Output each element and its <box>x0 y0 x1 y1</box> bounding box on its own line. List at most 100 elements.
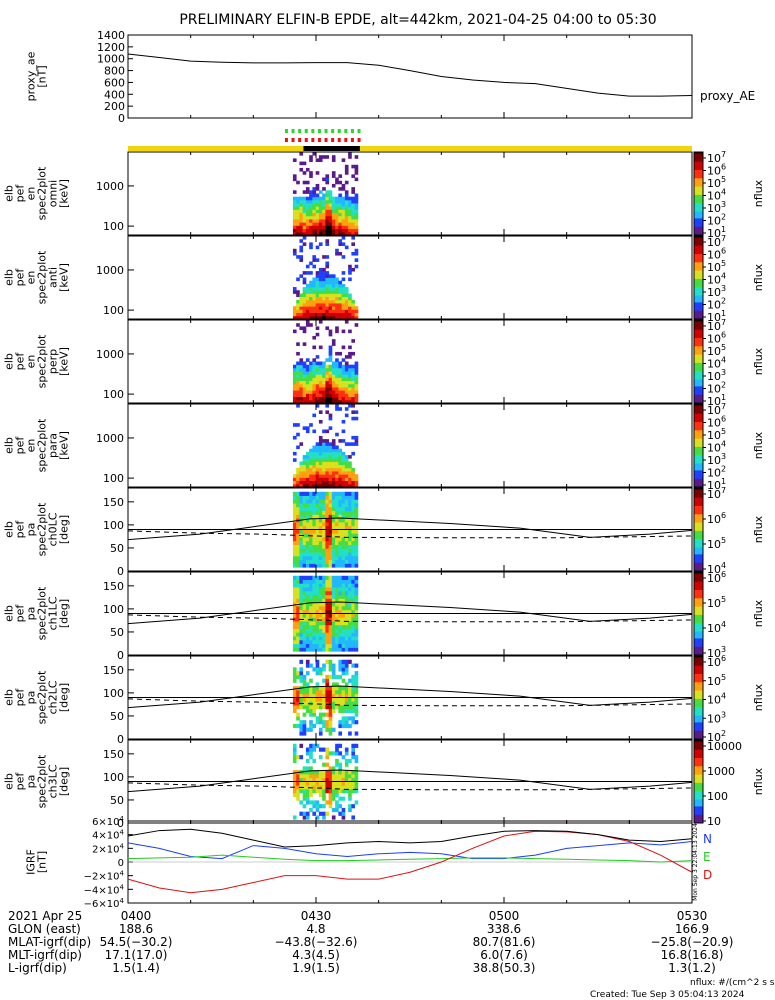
spectrogram-cell <box>331 174 336 178</box>
spectrogram-cell <box>344 193 349 198</box>
spectrogram-cell <box>315 506 320 512</box>
spectrogram-cell <box>344 533 349 538</box>
y-axis-label: pef <box>14 184 27 203</box>
spectrogram-cell <box>341 537 346 542</box>
spectrogram-cell <box>331 361 336 366</box>
spectrogram-cell <box>341 602 346 607</box>
spectrogram-cell <box>296 540 300 545</box>
ephemeris-value: 1.3(1.2) <box>668 961 716 975</box>
spectrogram-cell <box>322 315 326 320</box>
spectrogram-cell <box>331 575 336 580</box>
spectrogram-cell <box>331 796 336 801</box>
spectrogram-cell <box>309 245 313 250</box>
y-axis-label: spec2plot <box>36 250 49 304</box>
spectrogram-cell <box>305 583 310 588</box>
colorbar-cell <box>694 212 703 215</box>
colorbar-cell <box>694 178 703 181</box>
spectrogram-cell <box>341 529 346 534</box>
y-axis-label: perp <box>47 349 60 374</box>
colorbar-cell <box>694 749 703 752</box>
colorbar-cell <box>694 581 703 584</box>
spectrogram-cell <box>338 387 343 391</box>
spectrogram-cell <box>325 303 330 307</box>
colorbar-frame <box>693 403 704 488</box>
colorbar-cell <box>694 340 703 343</box>
colorbar-cell <box>694 331 703 333</box>
spectrogram-cell <box>305 575 310 580</box>
green-mark <box>317 129 321 133</box>
spectrogram-cell <box>331 477 336 482</box>
spectrogram-cell <box>299 678 304 683</box>
spectrogram-cell <box>354 800 359 805</box>
colorbar-cell <box>694 186 703 189</box>
colorbar-cell <box>694 251 703 254</box>
spectrogram-cell <box>338 766 343 771</box>
spectrogram-cell <box>338 514 343 519</box>
panel-frame <box>127 319 693 404</box>
spectrogram-cell <box>315 442 320 446</box>
y-tick-label: 50 <box>110 794 124 807</box>
spectrogram-cell <box>335 643 339 648</box>
spectrogram-cell <box>328 495 333 500</box>
colorbar-cell <box>694 813 703 816</box>
spectrogram-cell <box>302 287 307 291</box>
spectrogram-cell <box>299 755 304 760</box>
spectrogram-cell <box>305 533 310 538</box>
spectrogram-cell <box>348 697 352 702</box>
spectrogram-cell <box>315 215 320 220</box>
spectrogram-cell <box>354 410 359 414</box>
colorbar-cell <box>694 645 703 648</box>
colorbar-cell <box>694 312 703 314</box>
colorbar-cell <box>694 260 703 263</box>
spectrogram-cell <box>351 537 356 542</box>
spectrogram-cell <box>354 199 359 204</box>
colorbar-cell <box>694 697 703 700</box>
spectrogram-cell <box>354 193 359 198</box>
spectrogram-cell <box>335 396 339 401</box>
spectrogram-cell <box>305 429 310 434</box>
spectrogram-cell <box>338 212 343 217</box>
colorbar-cell <box>694 473 703 476</box>
spectrogram-cell <box>338 552 343 557</box>
spectrogram-cell <box>318 667 323 672</box>
spectrogram-cell <box>331 155 336 159</box>
spectrogram-cell <box>318 777 323 782</box>
spectrogram-cell <box>305 461 310 466</box>
spectrogram-cell <box>309 781 313 786</box>
spectrogram-cell <box>341 495 346 500</box>
spectrogram-cell <box>302 387 307 391</box>
spectrogram-cell <box>348 548 352 553</box>
colorbar-cell <box>694 205 703 208</box>
spectrogram-cell <box>335 367 339 372</box>
colorbar-cell <box>694 548 703 551</box>
spectrogram-cell <box>296 196 300 201</box>
y-tick-exponent: 4 <box>120 897 125 905</box>
spectrogram-cell <box>351 751 356 756</box>
spectrogram-cell <box>335 225 339 230</box>
spectrogram-cell <box>344 215 349 220</box>
spectrogram-cell <box>328 773 333 779</box>
spectrogram-cell <box>315 222 320 226</box>
spectrogram-cell <box>335 251 339 256</box>
spectrogram-cell <box>318 639 323 645</box>
spectrogram-cell <box>318 419 323 424</box>
spectrogram-cell <box>338 647 343 652</box>
spectrogram-cell <box>309 225 313 230</box>
spectrogram-cell <box>341 796 346 801</box>
colorbar-cell <box>694 817 703 820</box>
spectrogram-cell <box>354 537 359 542</box>
colorbar-tick-exponent: 6 <box>721 247 726 256</box>
spectrogram-cell <box>305 506 310 512</box>
spectrogram-cell <box>322 723 326 729</box>
spectrogram-cell <box>351 701 356 706</box>
spectrogram-cell <box>354 621 359 626</box>
spectrogram-cell <box>302 242 307 246</box>
spectrogram-cell <box>338 693 343 698</box>
spectrogram-cell <box>312 533 317 538</box>
spectrogram-cell <box>318 215 323 220</box>
spectrogram-cell <box>322 773 326 779</box>
spectrogram-cell <box>338 594 343 599</box>
spectrogram-cell <box>296 432 300 437</box>
spectrogram-cell <box>322 537 326 542</box>
spectrogram-cell <box>325 358 330 362</box>
